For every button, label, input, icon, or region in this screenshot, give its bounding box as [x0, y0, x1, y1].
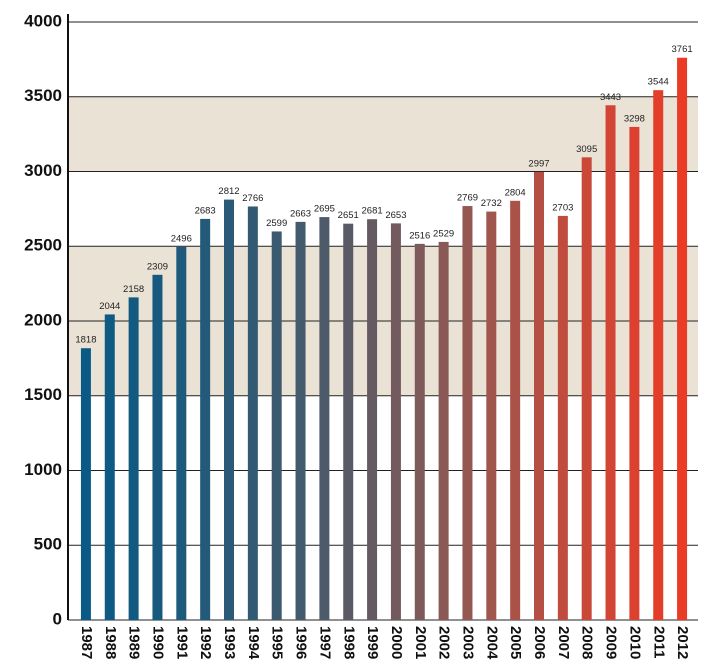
value-label: 2158 [123, 284, 144, 295]
bar [200, 219, 210, 620]
value-label: 1818 [75, 335, 96, 346]
x-tick-label: 2000 [388, 626, 405, 659]
value-label: 3095 [576, 144, 597, 155]
x-tick-label: 1987 [78, 626, 95, 659]
value-label: 2599 [266, 218, 287, 229]
y-tick-label: 4000 [24, 11, 62, 30]
bar [367, 219, 377, 620]
x-tick-label: 2009 [603, 626, 620, 659]
bar [248, 206, 258, 620]
bar [296, 222, 306, 620]
x-tick-label: 1995 [269, 626, 286, 659]
x-tick-label: 2008 [579, 626, 596, 659]
bar [510, 201, 520, 620]
x-tick-label: 2011 [650, 626, 667, 659]
x-tick-label: 2005 [507, 626, 524, 659]
value-label: 2683 [195, 205, 216, 216]
x-tick-label: 1990 [149, 626, 166, 659]
bar [462, 206, 472, 620]
chart: 0 500 1000 1500 2000 2500 3000 3500 4000 1818 1987… [0, 0, 701, 670]
value-label: 2044 [99, 301, 120, 312]
bar [534, 172, 544, 620]
x-tick-label: 2006 [531, 626, 548, 659]
value-label: 2516 [409, 230, 430, 241]
x-tick-label: 2004 [483, 626, 500, 660]
value-label: 2804 [505, 187, 526, 198]
bar [272, 231, 282, 620]
x-tick-label: 1998 [340, 626, 357, 659]
x-tick-label: 1992 [197, 626, 214, 659]
y-tick-label: 3000 [24, 161, 62, 180]
value-label: 2496 [171, 233, 192, 244]
x-tick-label: 2010 [626, 626, 643, 659]
bar [129, 297, 139, 620]
x-tick-label: 1989 [126, 626, 143, 659]
value-label: 3544 [648, 77, 669, 88]
x-tick-label: 1991 [173, 626, 190, 659]
y-tick-label: 1000 [24, 460, 62, 479]
value-label: 2732 [481, 198, 502, 209]
value-label: 2653 [385, 210, 406, 221]
x-tick-label: 1993 [221, 626, 238, 659]
bar [105, 314, 115, 620]
value-label: 2812 [218, 186, 239, 197]
bar [629, 127, 639, 620]
x-tick-label: 2007 [555, 626, 572, 659]
value-label: 3761 [672, 44, 693, 55]
value-label: 2663 [290, 208, 311, 219]
value-label: 2997 [528, 158, 549, 169]
bar [224, 200, 234, 620]
y-tick-label: 2000 [24, 310, 62, 329]
x-tick-label: 1988 [102, 626, 119, 659]
bar [439, 242, 449, 620]
bar [152, 275, 162, 620]
value-label: 2529 [433, 228, 454, 239]
value-label: 2695 [314, 204, 335, 215]
value-label: 2703 [552, 202, 573, 213]
value-label: 3443 [600, 92, 621, 103]
bar [677, 58, 687, 620]
value-label: 2651 [338, 210, 359, 221]
x-tick-label: 2012 [674, 626, 691, 659]
y-tick-label: 500 [34, 535, 62, 554]
y-tick-label: 2500 [24, 236, 62, 255]
value-label: 2309 [147, 261, 168, 272]
bar [653, 90, 663, 620]
x-tick-label: 1999 [364, 626, 381, 659]
bar [486, 212, 496, 620]
value-label: 3298 [624, 113, 645, 124]
bar [319, 217, 329, 620]
bar [176, 247, 186, 620]
y-tick-label: 3500 [24, 86, 62, 105]
value-label: 2681 [362, 206, 383, 217]
bar [343, 224, 353, 620]
x-tick-label: 1997 [316, 626, 333, 659]
value-label: 2769 [457, 193, 478, 204]
bar [558, 216, 568, 620]
x-tick-label: 2001 [412, 626, 429, 659]
x-tick-label: 1994 [245, 626, 262, 660]
y-tick-label: 1500 [24, 385, 62, 404]
x-tick-label: 1996 [293, 626, 310, 659]
bar [582, 157, 592, 620]
background-band [68, 97, 698, 172]
bar [606, 105, 616, 620]
y-tick-label: 0 [53, 609, 62, 628]
bar [81, 348, 91, 620]
bar [391, 223, 401, 620]
bar [415, 244, 425, 620]
value-label: 2766 [242, 193, 263, 204]
x-tick-label: 2002 [436, 626, 453, 659]
x-tick-label: 2003 [459, 626, 476, 659]
